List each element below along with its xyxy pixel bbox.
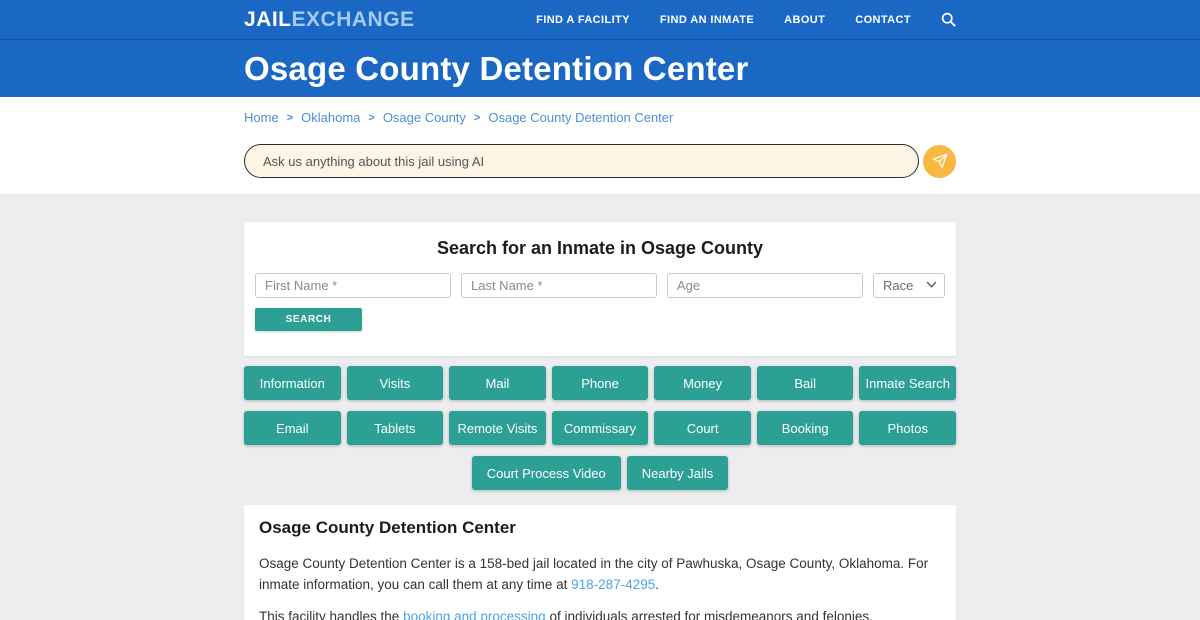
- quick-links-row-2: Email Tablets Remote Visits Commissary C…: [244, 411, 957, 445]
- ai-search-row: [244, 144, 956, 178]
- about-p1-text-2: .: [655, 576, 659, 592]
- about-paragraph-1: Osage County Detention Center is a 158-b…: [259, 554, 941, 596]
- visits-button[interactable]: Visits: [346, 366, 444, 400]
- nav-contact[interactable]: CONTACT: [855, 13, 911, 26]
- last-name-input[interactable]: [461, 273, 657, 298]
- logo-exchange-text: EXCHANGE: [291, 7, 415, 31]
- age-input[interactable]: [667, 273, 863, 298]
- race-select[interactable]: Race: [873, 273, 945, 298]
- phone-number-link[interactable]: 918-287-4295: [571, 576, 656, 592]
- breadcrumb-search-strip: Home > Oklahoma > Osage County > Osage C…: [0, 97, 1200, 194]
- remote-visits-button[interactable]: Remote Visits: [449, 411, 546, 445]
- nearby-jails-button[interactable]: Nearby Jails: [626, 456, 729, 490]
- information-button[interactable]: Information: [244, 366, 341, 400]
- ai-search-input[interactable]: [244, 144, 919, 178]
- search-icon[interactable]: [941, 12, 956, 27]
- breadcrumb-home[interactable]: Home: [244, 110, 279, 125]
- court-button[interactable]: Court: [654, 411, 751, 445]
- booking-and-processing-link[interactable]: booking and processing: [403, 608, 546, 620]
- breadcrumb-oklahoma[interactable]: Oklahoma: [301, 110, 361, 125]
- jailexchange-logo[interactable]: JAILEXCHANGE: [244, 8, 415, 32]
- inmate-search-title: Search for an Inmate in Osage County: [436, 238, 764, 258]
- inmate-search-fields: Race: [255, 273, 945, 298]
- nav-about[interactable]: ABOUT: [784, 13, 826, 26]
- mail-button[interactable]: Mail: [449, 366, 546, 400]
- first-name-input[interactable]: [255, 273, 451, 298]
- photos-button[interactable]: Photos: [859, 411, 957, 445]
- nav-find-a-facility[interactable]: FIND A FACILITY: [536, 13, 630, 26]
- ai-send-button[interactable]: [923, 144, 956, 178]
- search-button[interactable]: SEARCH: [255, 308, 362, 331]
- page-title: Osage County Detention Center: [244, 49, 749, 87]
- nav-find-an-inmate[interactable]: FIND AN INMATE: [659, 13, 755, 26]
- top-nav-bar: JAILEXCHANGE FIND A FACILITY FIND AN INM…: [0, 0, 1200, 40]
- about-p2-text-1: This facility handles the: [259, 608, 404, 620]
- breadcrumb-osage-county[interactable]: Osage County: [382, 110, 466, 125]
- about-card: Osage County Detention Center Osage Coun…: [244, 505, 956, 620]
- nav-menu: FIND A FACILITY FIND AN INMATE ABOUT CON…: [536, 12, 956, 27]
- chevron-right-icon: >: [368, 111, 375, 124]
- breadcrumb-current-page[interactable]: Osage County Detention Center: [488, 110, 674, 125]
- race-select-wrap: Race: [873, 273, 945, 298]
- money-button[interactable]: Money: [654, 366, 751, 400]
- bail-button[interactable]: Bail: [756, 366, 854, 400]
- breadcrumb: Home > Oklahoma > Osage County > Osage C…: [244, 110, 956, 125]
- chevron-right-icon: >: [286, 111, 294, 124]
- court-process-video-button[interactable]: Court Process Video: [471, 456, 621, 490]
- tablets-button[interactable]: Tablets: [346, 411, 444, 445]
- inmate-search-card: Search for an Inmate in Osage County Rac…: [244, 222, 956, 356]
- quick-links-row-3: Court Process Video Nearby Jails: [244, 456, 956, 490]
- about-p1-text-1: Osage County Detention Center is a 158-b…: [259, 556, 929, 592]
- about-paragraph-2: This facility handles the booking and pr…: [259, 607, 941, 620]
- email-button[interactable]: Email: [244, 411, 341, 445]
- chevron-right-icon: >: [473, 111, 481, 124]
- about-heading: Osage County Detention Center: [259, 518, 516, 537]
- phone-button[interactable]: Phone: [551, 366, 649, 400]
- title-band: Osage County Detention Center: [0, 40, 1200, 97]
- commissary-button[interactable]: Commissary: [551, 411, 649, 445]
- paper-plane-icon: [932, 153, 948, 169]
- booking-button[interactable]: Booking: [756, 411, 854, 445]
- about-p2-text-2: of individuals arrested for misdemeanors…: [549, 608, 873, 620]
- logo-jail-text: JAIL: [244, 7, 292, 31]
- inmate-search-button[interactable]: Inmate Search: [859, 366, 957, 400]
- quick-links-row-1: Information Visits Mail Phone Money Bail…: [244, 366, 957, 400]
